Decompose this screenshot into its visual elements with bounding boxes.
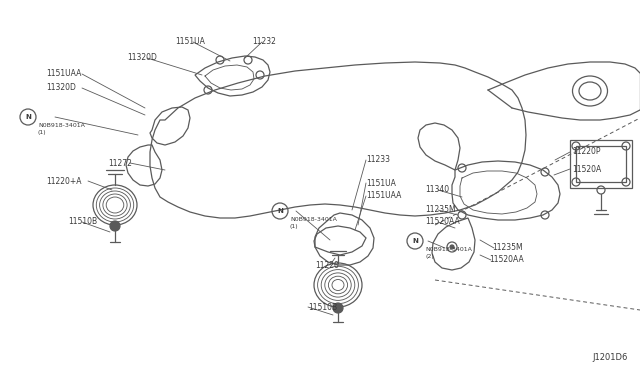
Text: 11520A: 11520A <box>572 164 601 173</box>
Bar <box>570 140 632 188</box>
Text: 11510B: 11510B <box>308 302 337 311</box>
Text: 11320D: 11320D <box>46 83 76 93</box>
Text: 11220+A: 11220+A <box>46 176 81 186</box>
Text: 11520AA: 11520AA <box>489 256 524 264</box>
Text: 11220P: 11220P <box>572 148 600 157</box>
Text: 11220: 11220 <box>315 260 339 269</box>
Text: 1151UAA: 1151UAA <box>46 70 81 78</box>
Text: N0B918-3401A
(1): N0B918-3401A (1) <box>38 123 85 135</box>
Circle shape <box>333 303 343 313</box>
Text: 11235M: 11235M <box>425 205 456 215</box>
Text: N: N <box>277 208 283 214</box>
Text: 1151UA: 1151UA <box>366 179 396 187</box>
Text: 11232: 11232 <box>252 38 276 46</box>
Text: 1151UAA: 1151UAA <box>366 192 401 201</box>
Text: 11340: 11340 <box>425 186 449 195</box>
Text: J1201D6: J1201D6 <box>593 353 628 362</box>
Text: 11510B: 11510B <box>68 218 97 227</box>
Circle shape <box>110 221 120 231</box>
Text: N0B918-3401A
(2): N0B918-3401A (2) <box>425 247 472 259</box>
Text: 11233: 11233 <box>366 155 390 164</box>
Circle shape <box>450 245 454 249</box>
Text: N: N <box>412 238 418 244</box>
Text: N: N <box>25 114 31 120</box>
Text: 11235M: 11235M <box>492 244 523 253</box>
Text: 1151UA: 1151UA <box>175 38 205 46</box>
Bar <box>576 146 626 182</box>
Text: 11272: 11272 <box>108 158 132 167</box>
Text: 11520AA: 11520AA <box>425 218 460 227</box>
Text: N0B918-3401A
(1): N0B918-3401A (1) <box>290 217 337 229</box>
Text: 11320D: 11320D <box>127 54 157 62</box>
